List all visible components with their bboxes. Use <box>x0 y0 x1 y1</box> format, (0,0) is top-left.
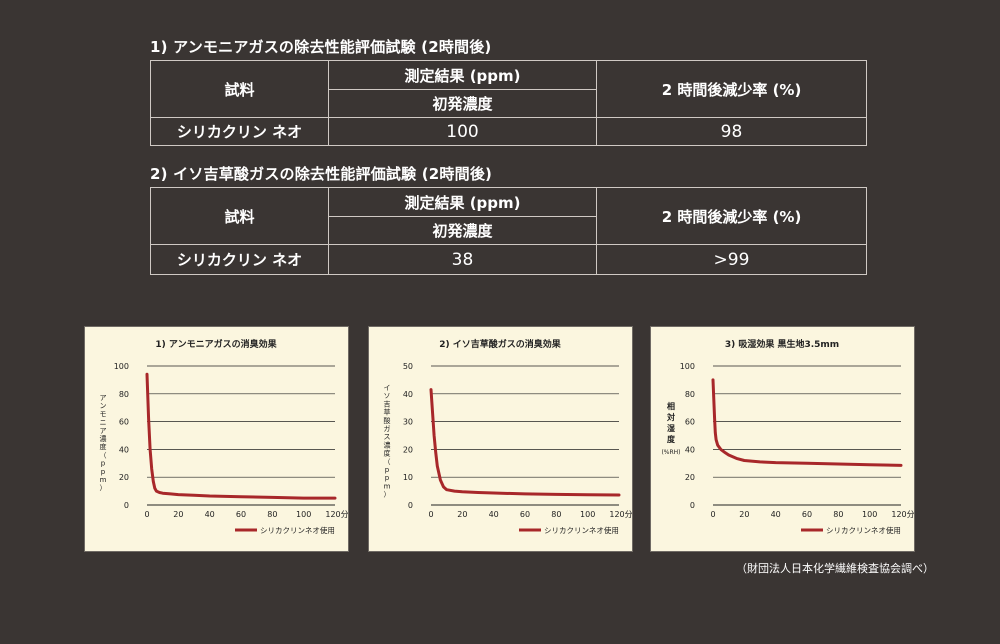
chart-humidity: 3) 吸湿効果 黒生地3.5mm 0 20 40 60 80 100 0 20 40 60 80 100… <box>661 338 914 535</box>
footnote: （財団法人日本化学繊維検査協会調べ） <box>736 562 934 575</box>
x-tick-label: 60 <box>236 510 246 519</box>
y-tick-label: 40 <box>403 390 413 399</box>
y-tick-label: 80 <box>119 390 129 399</box>
y-tick-label: 60 <box>685 418 695 427</box>
x-tick-label: 40 <box>489 510 499 519</box>
y-tick-label: 40 <box>119 445 129 454</box>
y-tick-label: 40 <box>685 445 695 454</box>
chart-panel-humidity: 3) 吸湿効果 黒生地3.5mm 0 20 40 60 80 100 0 20 40 60 80 100… <box>650 326 915 552</box>
table-ammonia: 試料 測定結果 (ppm) 2 時間後減少率 (%) 初発濃度 シリカクリン ネ… <box>150 60 867 146</box>
x-tick-label: 20 <box>457 510 467 519</box>
y-tick-label: 30 <box>403 418 413 427</box>
table2-title: 2) イソ吉草酸ガスの除去性能評価試験 (2時間後) <box>150 165 493 183</box>
y-tick-label: 20 <box>119 473 129 482</box>
x-tick-label: 100 <box>862 510 877 519</box>
header-rate: 2 時間後減少率 (%) <box>596 60 867 118</box>
x-tick-label: 60 <box>520 510 530 519</box>
header-initial: 初発濃度 <box>328 89 597 118</box>
y-tick-label: 60 <box>119 418 129 427</box>
series-line <box>429 388 621 497</box>
x-tick-label: 80 <box>833 510 843 519</box>
x-tick-label: 60 <box>802 510 812 519</box>
header-sample: 試料 <box>150 187 329 245</box>
chart-panel-ammonia: 1) アンモニアガスの消臭効果 0 20 40 60 80 100 0 20 40 60 80 100 1… <box>84 326 349 552</box>
x-tick-label: 40 <box>205 510 215 519</box>
series-line <box>145 372 337 500</box>
row-initial: 100 <box>328 117 597 146</box>
legend-label: シリカクリンネオ使用 <box>826 525 901 535</box>
x-tick-label: 80 <box>551 510 561 519</box>
chart-panel-isovaleric: 2) イソ吉草酸ガスの消臭効果 0 10 20 30 40 50 0 20 40 60 80 100 12… <box>368 326 633 552</box>
y-tick-label: 0 <box>690 501 695 510</box>
header-sample: 試料 <box>150 60 329 118</box>
header-result: 測定結果 (ppm) <box>328 60 597 90</box>
legend-label: シリカクリンネオ使用 <box>260 525 335 535</box>
y-tick-label: 50 <box>403 362 413 371</box>
row-name: シリカクリン ネオ <box>150 244 329 275</box>
y-tick-label: 0 <box>124 501 129 510</box>
x-tick-label: 40 <box>771 510 781 519</box>
table1-title: 1) アンモニアガスの除去性能評価試験 (2時間後) <box>150 38 492 56</box>
x-tick-label: 120分後 <box>609 509 632 519</box>
row-rate: 98 <box>596 117 867 146</box>
header-result: 測定結果 (ppm) <box>328 187 597 217</box>
x-tick-label: 0 <box>710 510 715 519</box>
header-rate: 2 時間後減少率 (%) <box>596 187 867 245</box>
y-tick-label: 20 <box>403 445 413 454</box>
y-tick-label: 10 <box>403 473 413 482</box>
y-tick-label: 80 <box>685 390 695 399</box>
chart-isovaleric: 2) イソ吉草酸ガスの消臭効果 0 10 20 30 40 50 0 20 40 60 80 100 12… <box>384 338 633 535</box>
row-initial: 38 <box>328 244 597 275</box>
y-tick-label: 100 <box>114 362 129 371</box>
row-rate: >99 <box>596 244 867 275</box>
table-isovaleric: 試料 測定結果 (ppm) 2 時間後減少率 (%) 初発濃度 シリカクリン ネ… <box>150 187 867 275</box>
x-tick-label: 100 <box>296 510 311 519</box>
x-tick-label: 20 <box>173 510 183 519</box>
x-tick-label: 0 <box>144 510 149 519</box>
series-line <box>711 378 903 467</box>
x-tick-label: 20 <box>739 510 749 519</box>
y-axis-label: アンモニア濃度（ p p m） <box>100 394 107 492</box>
y-tick-label: 20 <box>685 473 695 482</box>
row-name: シリカクリン ネオ <box>150 117 329 146</box>
x-tick-label: 100 <box>580 510 595 519</box>
chart-title: 3) 吸湿効果 黒生地3.5mm <box>725 338 839 350</box>
chart-title: 2) イソ吉草酸ガスの消臭効果 <box>439 338 562 350</box>
legend-label: シリカクリンネオ使用 <box>544 525 619 535</box>
header-initial: 初発濃度 <box>328 216 597 245</box>
y-axis-unit: (%RH) <box>661 449 680 456</box>
x-tick-label: 120分後 <box>891 509 914 519</box>
y-axis-label: 相対湿度 <box>666 401 676 444</box>
x-tick-label: 80 <box>267 510 277 519</box>
y-tick-label: 0 <box>408 501 413 510</box>
x-tick-label: 120分後 <box>325 509 348 519</box>
y-tick-label: 100 <box>680 362 695 371</box>
chart-title: 1) アンモニアガスの消臭効果 <box>155 338 277 350</box>
chart-ammonia: 1) アンモニアガスの消臭効果 0 20 40 60 80 100 0 20 40 60 80 100 1… <box>100 338 349 535</box>
x-tick-label: 0 <box>428 510 433 519</box>
y-axis-label: イソ吉草酸ガス濃度（ p p m） <box>384 384 391 499</box>
